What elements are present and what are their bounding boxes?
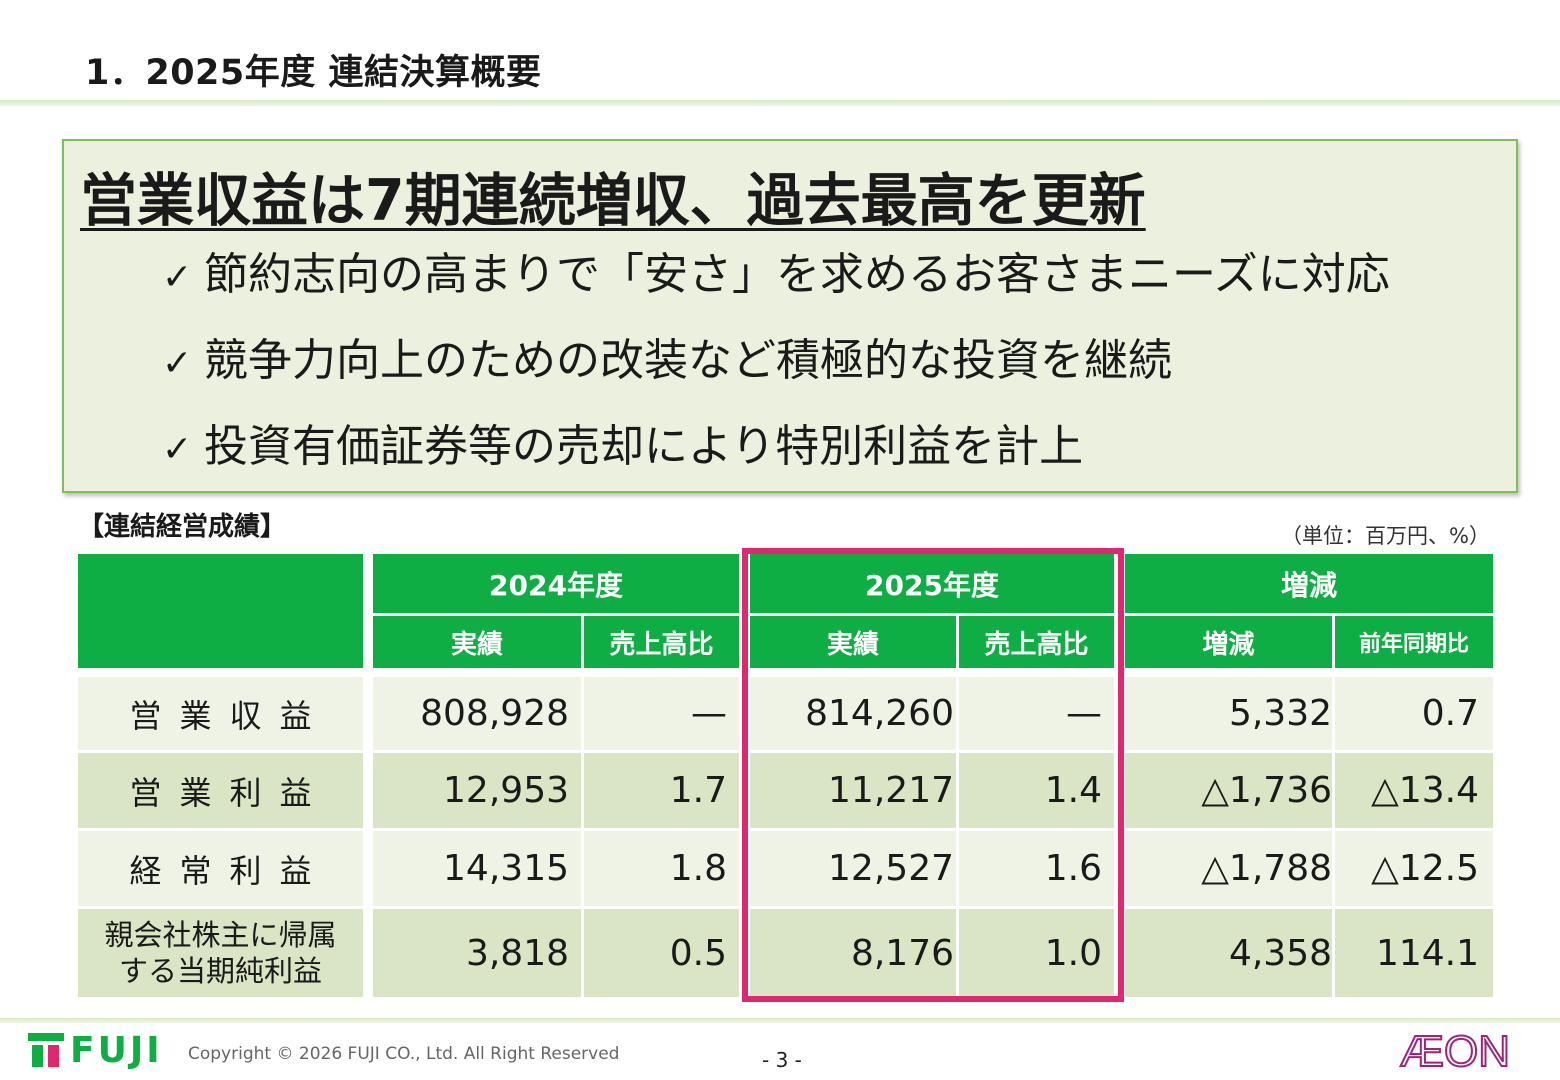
subheader-change-yoy: 前年同期比 xyxy=(1335,616,1493,668)
check-icon: ✓ xyxy=(162,343,193,384)
cell-2025-ratio: 1.6 xyxy=(959,831,1114,906)
row-label: 営業利益 xyxy=(78,753,363,828)
fuji-logo-text: FUJI xyxy=(70,1029,163,1071)
section-label: 【連結経営成績】 xyxy=(78,512,287,542)
subheader-2025-actual: 実績 xyxy=(750,616,956,668)
column-group-2024: 2024年度 xyxy=(373,554,739,613)
summary-box: 営業収益は7期連続増収、過去最高を更新 ✓ 節約志向の高まりで「安さ」を求めるお客… xyxy=(62,139,1518,493)
subheader-2024-actual: 実績 xyxy=(373,616,581,668)
summary-bullet-text: 競争力向上のための改装など積極的な投資を継続 xyxy=(204,335,1172,386)
cell-change-yoy: 114.1 xyxy=(1335,909,1493,997)
cell-change-amount: 5,332 xyxy=(1125,677,1332,750)
row-label-line: 親会社株主に帰属 xyxy=(104,918,337,952)
summary-bullet-text: 節約志向の高まりで「安さ」を求めるお客さまニーズに対応 xyxy=(204,249,1390,300)
unit-label: （単位：百万円、%） xyxy=(1281,524,1490,548)
aeon-logo: ÆON xyxy=(1399,1026,1511,1072)
subheader-2025-ratio: 売上高比 xyxy=(959,616,1114,668)
cell-2024-ratio: 1.7 xyxy=(584,753,739,828)
summary-bullet: ✓ 競争力向上のための改装など積極的な投資を継続 xyxy=(162,333,1390,419)
cell-2024-actual: 12,953 xyxy=(373,753,581,828)
row-label-line: する当期純利益 xyxy=(118,954,322,988)
cell-2024-ratio: 1.8 xyxy=(584,831,739,906)
cell-2025-ratio: — xyxy=(959,677,1114,750)
cell-2025-actual: 814,260 xyxy=(750,677,956,750)
row-label: 営業収益 xyxy=(78,677,363,750)
check-icon: ✓ xyxy=(162,257,193,298)
cell-2024-actual: 3,818 xyxy=(373,909,581,997)
copyright-notice: Copyright © 2026 FUJI CO., Ltd. All Righ… xyxy=(188,1044,620,1064)
cell-2025-actual: 8,176 xyxy=(750,909,956,997)
page-title: 1．2025年度 連結決算概要 xyxy=(85,53,542,93)
cell-change-yoy: △12.5 xyxy=(1335,831,1493,906)
check-icon: ✓ xyxy=(162,429,193,470)
cell-change-amount: 4,358 xyxy=(1125,909,1332,997)
summary-bullet: ✓ 投資有価証券等の売却により特別利益を計上 xyxy=(162,419,1390,505)
subheader-change-amount: 増減 xyxy=(1125,616,1332,668)
cell-change-yoy: △13.4 xyxy=(1335,753,1493,828)
row-label: 親会社株主に帰属 する当期純利益 xyxy=(78,909,363,997)
cell-2024-ratio: — xyxy=(584,677,739,750)
cell-2024-ratio: 0.5 xyxy=(584,909,739,997)
summary-bullet-text: 投資有価証券等の売却により特別利益を計上 xyxy=(204,421,1084,472)
cell-change-amount: △1,736 xyxy=(1125,753,1332,828)
cell-2025-ratio: 1.4 xyxy=(959,753,1114,828)
summary-bullet-list: ✓ 節約志向の高まりで「安さ」を求めるお客さまニーズに対応 ✓ 競争力向上のための改… xyxy=(162,247,1390,505)
page-number: - 3 - xyxy=(762,1048,802,1072)
cell-change-yoy: 0.7 xyxy=(1335,677,1493,750)
column-group-2025: 2025年度 xyxy=(750,554,1114,613)
cell-2024-actual: 808,928 xyxy=(373,677,581,750)
table-corner-header xyxy=(78,554,363,668)
title-divider xyxy=(0,100,1560,106)
fuji-logo: FUJI xyxy=(28,1029,163,1071)
column-group-change: 増減 xyxy=(1125,554,1493,613)
subheader-2024-ratio: 売上高比 xyxy=(584,616,739,668)
summary-headline: 営業収益は7期連続増収、過去最高を更新 xyxy=(80,168,1146,234)
cell-change-amount: △1,788 xyxy=(1125,831,1332,906)
aeon-logo-text: ÆON xyxy=(1400,1027,1510,1072)
footer-divider xyxy=(0,1018,1560,1023)
cell-2025-actual: 12,527 xyxy=(750,831,956,906)
cell-2025-actual: 11,217 xyxy=(750,753,956,828)
row-label: 経常利益 xyxy=(78,831,363,906)
cell-2024-actual: 14,315 xyxy=(373,831,581,906)
fuji-mark-icon xyxy=(28,1033,64,1067)
summary-bullet: ✓ 節約志向の高まりで「安さ」を求めるお客さまニーズに対応 xyxy=(162,247,1390,333)
cell-2025-ratio: 1.0 xyxy=(959,909,1114,997)
